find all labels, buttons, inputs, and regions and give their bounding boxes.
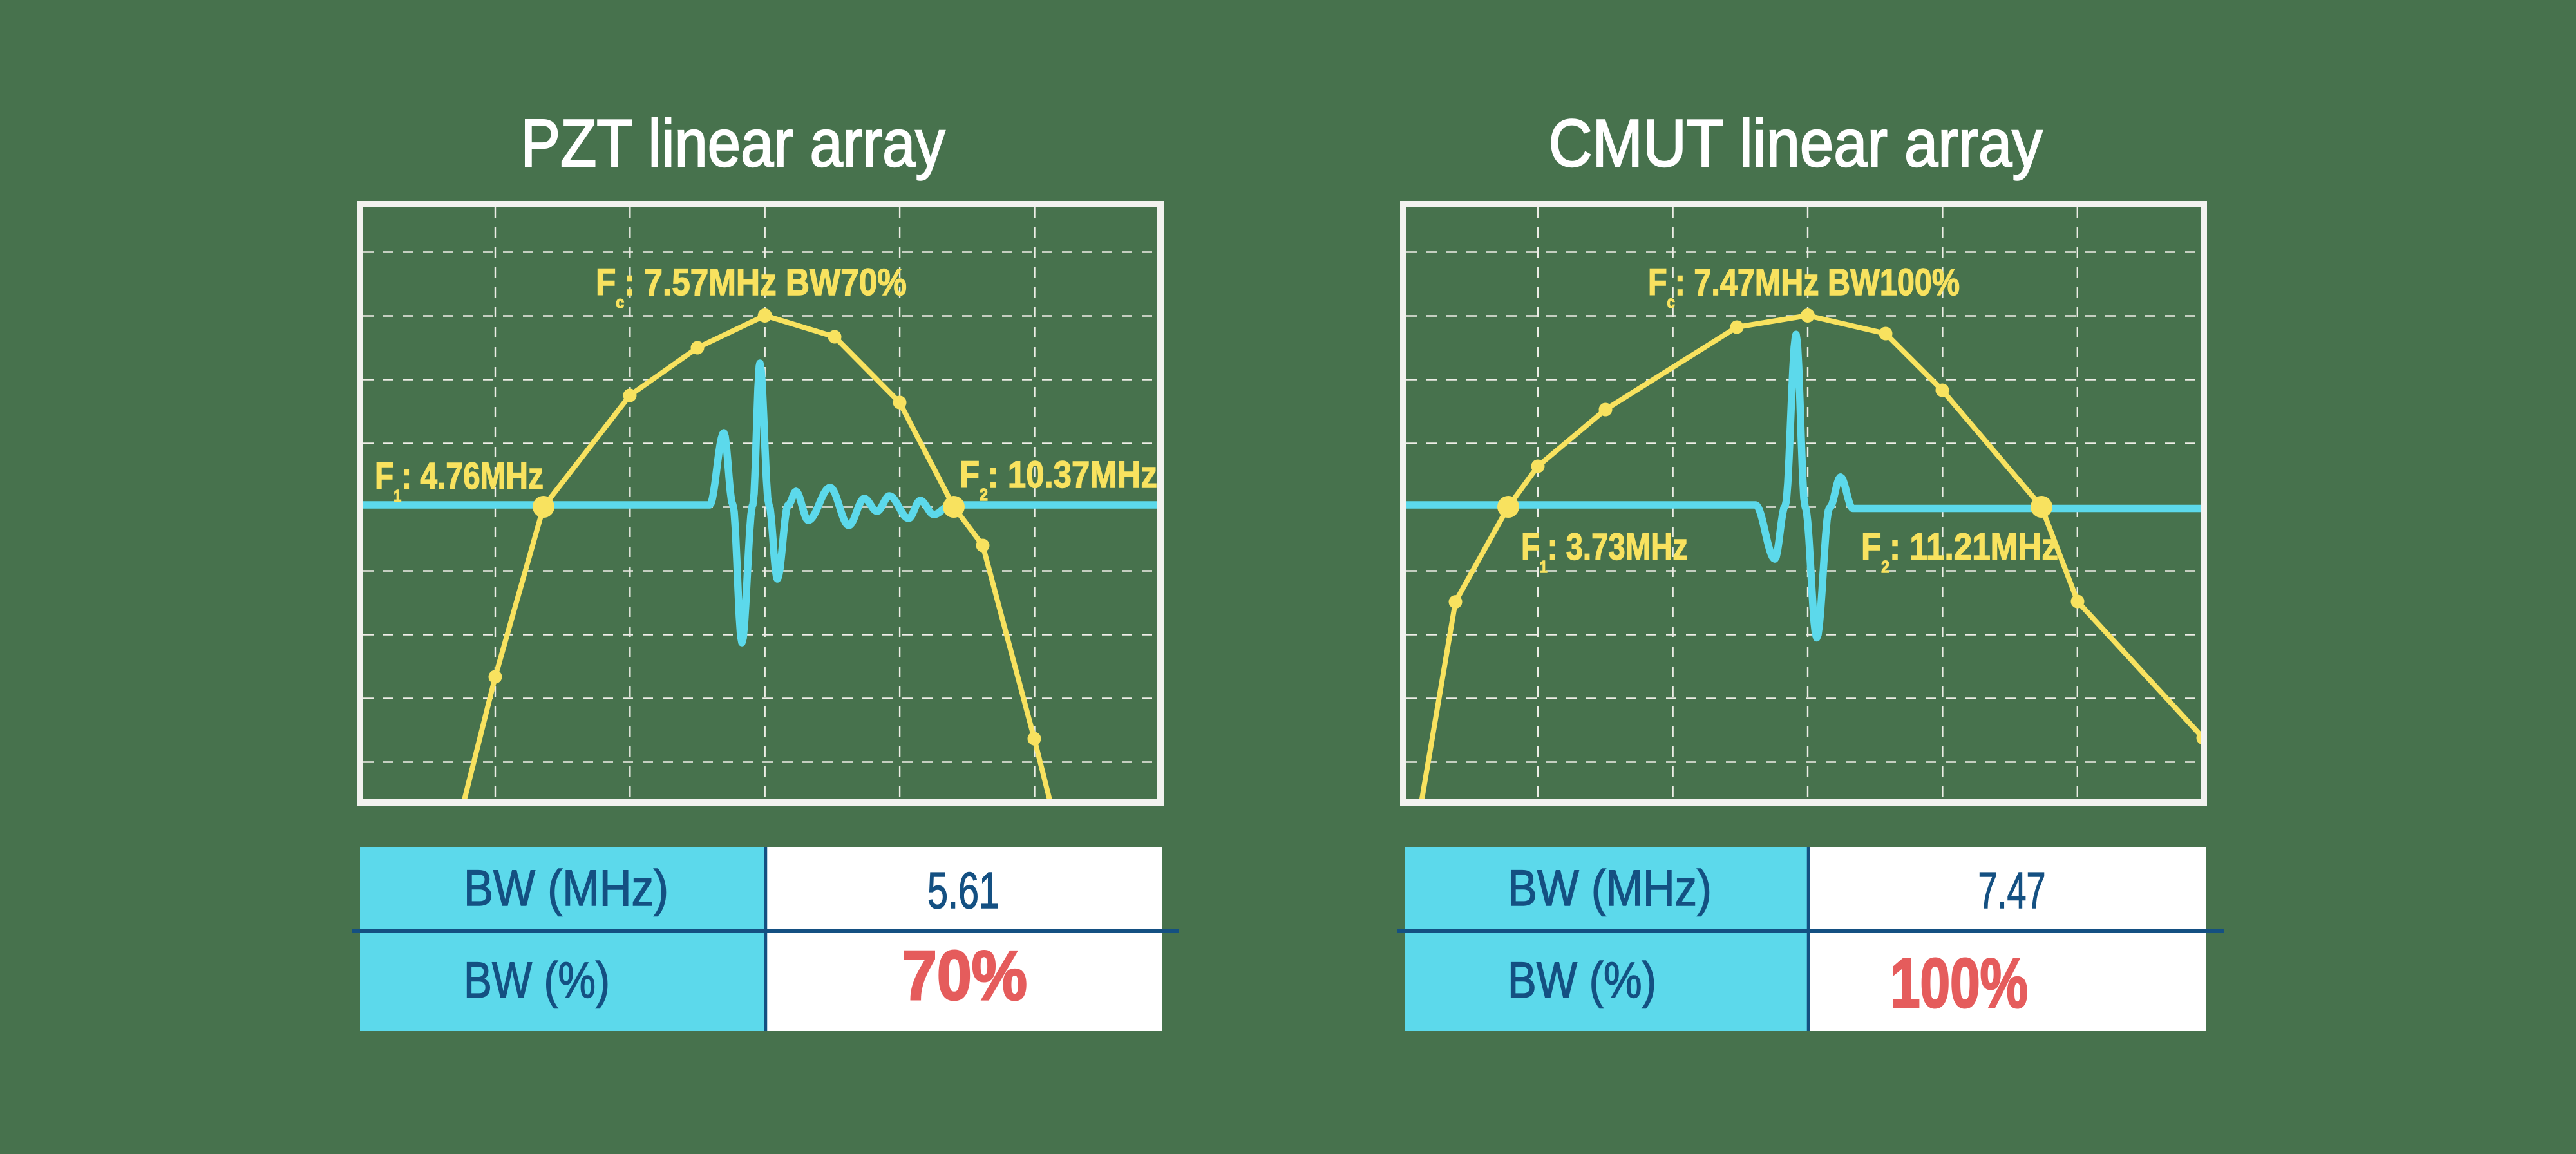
svg-text:100%: 100% bbox=[1890, 943, 2028, 1022]
svg-text:BW (MHz): BW (MHz) bbox=[1508, 860, 1712, 917]
svg-text:BW (%): BW (%) bbox=[1508, 952, 1656, 1008]
svg-text:PZT linear array: PZT linear array bbox=[521, 106, 945, 180]
svg-text:7.47: 7.47 bbox=[1978, 862, 2046, 919]
svg-text:5.61: 5.61 bbox=[927, 862, 999, 920]
svg-text:BW (MHz): BW (MHz) bbox=[464, 860, 668, 916]
svg-text:70%: 70% bbox=[902, 936, 1027, 1015]
svg-text:BW (%): BW (%) bbox=[464, 952, 610, 1008]
svg-text:CMUT linear array: CMUT linear array bbox=[1549, 106, 2043, 181]
